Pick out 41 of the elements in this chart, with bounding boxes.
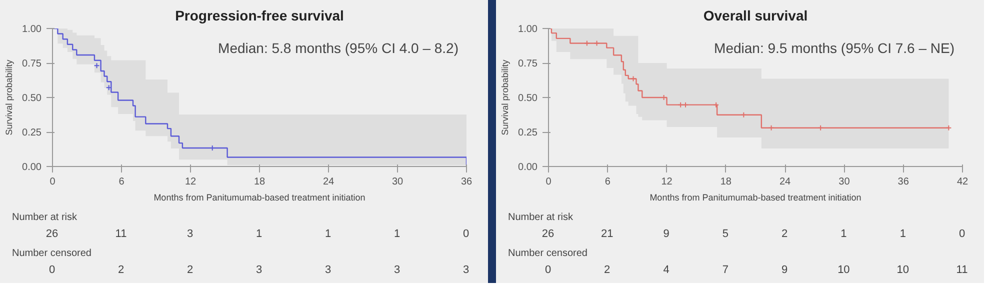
y-tick-label: 0.50 — [22, 93, 42, 104]
y-axis-title: Survival probability — [500, 59, 510, 136]
y-tick-label: 1.00 — [518, 24, 538, 35]
x-tick-label: 18 — [720, 176, 732, 188]
chart-title: Overall survival — [703, 8, 808, 24]
x-tick-label: 18 — [254, 176, 266, 188]
x-tick-label: 36 — [898, 176, 910, 188]
text: Number at risk — [12, 211, 78, 225]
y-tick-label: 0.25 — [22, 128, 42, 138]
x-tick-label: 12 — [184, 176, 196, 188]
x-tick-label: 36 — [460, 176, 472, 188]
x-tick-label: 0 — [546, 176, 552, 188]
y-tick-label: 0.00 — [22, 162, 42, 173]
y-tick-label: 0.75 — [22, 58, 42, 70]
text: 0 2 2 3 3 3 3 — [48, 264, 470, 276]
text: Number at risk — [508, 211, 574, 225]
chart-title: Progression-free survival — [175, 8, 344, 24]
x-tick-label: 0 — [50, 176, 56, 188]
annotation: Median: 9.5 months (95% CI 7.6 – NE) — [714, 40, 955, 56]
x-axis-title: Months from Panitumumab-based treatment initiation — [154, 192, 366, 202]
x-tick-label: 30 — [392, 176, 404, 188]
x-tick-label: 6 — [604, 176, 611, 188]
y-tick-label: 1.00 — [22, 24, 42, 35]
x-axis-title: Months from Panitumumab-based treatment initiation — [650, 192, 862, 202]
y-tick-label: 0.00 — [518, 162, 538, 173]
x-tick-label: 6 — [118, 176, 125, 188]
y-axis-title: Survival probability — [4, 59, 14, 136]
annotation: Median: 5.8 months (95% CI 4.0 – 8.2) — [218, 40, 459, 56]
text: 0 2 4 7 9 10 10 11 — [544, 264, 968, 276]
text: 26 11 3 1 1 1 0 — [46, 228, 470, 240]
x-tick-label: 30 — [838, 176, 850, 188]
x-tick-label: 42 — [956, 176, 968, 188]
x-tick-label: 24 — [322, 176, 334, 188]
text: Number censored — [12, 247, 92, 261]
y-tick-label: 0.75 — [518, 58, 538, 70]
x-tick-label: 12 — [661, 176, 673, 188]
y-tick-label: 0.50 — [518, 93, 538, 104]
y-tick-label: 0.25 — [518, 128, 538, 138]
text: 26 21 9 5 2 1 1 0 — [542, 228, 966, 240]
text: Number censored — [508, 247, 588, 261]
x-tick-label: 24 — [780, 176, 792, 188]
